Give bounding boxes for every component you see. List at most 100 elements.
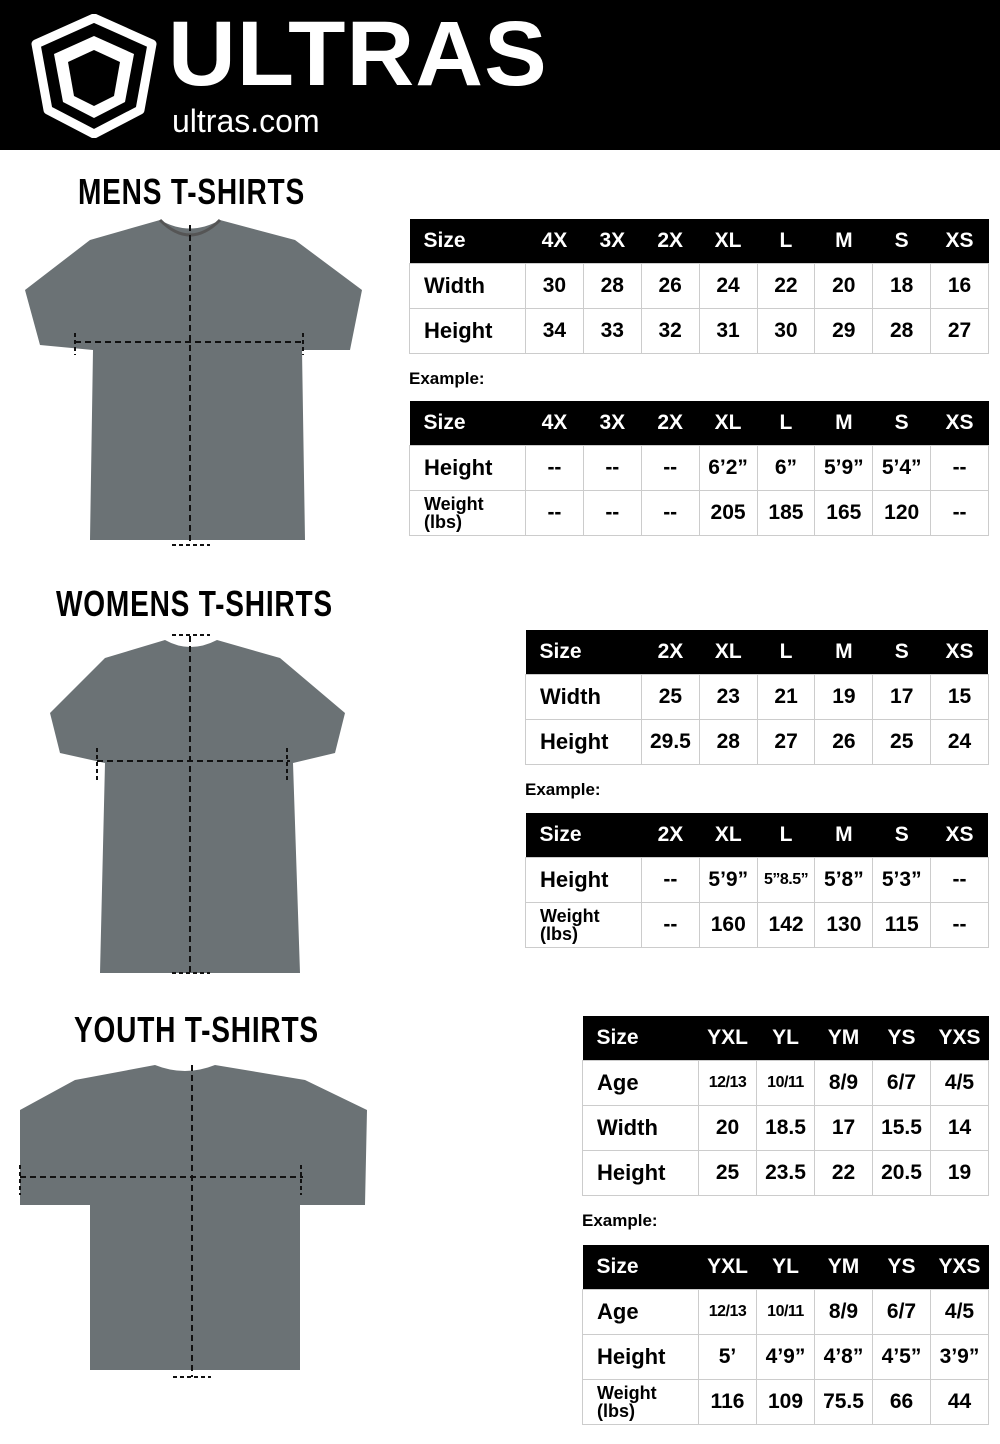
size-header: YXL — [698, 1245, 757, 1289]
womens-example-label: Example: — [525, 780, 601, 799]
table-cell: 5’8” — [814, 856, 874, 903]
table-row: Weight (lbs) -- -- -- 205 185 165 120 -- — [409, 489, 989, 536]
table-cell: -- — [641, 856, 700, 903]
table-cell: 23.5 — [756, 1149, 815, 1196]
table-cell: -- — [582, 444, 642, 491]
size-header: XL — [699, 630, 758, 674]
table-cell: 10/11 — [756, 1288, 815, 1335]
size-header: L — [757, 630, 815, 674]
table-cell: 24 — [698, 262, 758, 309]
table-cell: 130 — [814, 901, 874, 948]
table-cell: 28 — [582, 262, 642, 309]
table-cell: 5”8.5” — [756, 856, 816, 903]
table-cell: 5’3” — [872, 856, 932, 903]
size-header: 2X — [641, 813, 700, 857]
table-cell: 31 — [698, 307, 758, 354]
table-cell: 20.5 — [872, 1149, 931, 1196]
table-cell: 66 — [872, 1378, 931, 1425]
mens-example-label: Example: — [409, 369, 485, 388]
mens-shirt-image — [25, 218, 362, 546]
header-label: Size — [582, 1245, 699, 1289]
size-header: 2X — [641, 401, 700, 445]
row-label: Height — [409, 307, 526, 354]
table-cell: 25 — [641, 673, 700, 720]
size-header: 4X — [525, 401, 584, 445]
header-label: Size — [525, 630, 642, 674]
table-cell: -- — [582, 489, 642, 536]
row-label: Height — [582, 1333, 699, 1380]
table-row: Age 12/13 10/11 8/9 6/7 4/5 — [582, 1059, 989, 1106]
youth-size-table: Size YXL YL YM YS YXS Age 12/13 10/11 8/9 6/7 4/5 Wi… — [582, 1016, 989, 1196]
table-cell: 29 — [814, 307, 874, 354]
size-header: L — [757, 401, 815, 445]
size-header: XS — [930, 219, 989, 263]
table-cell: 23 — [698, 673, 758, 720]
youth-example-label: Example: — [582, 1211, 658, 1230]
table-cell: 16 — [930, 262, 989, 309]
header-label: Size — [409, 219, 526, 263]
table-cell: 120 — [872, 489, 932, 536]
table-cell: 3’9” — [930, 1333, 989, 1380]
table-cell: -- — [930, 444, 989, 491]
table-cell: 115 — [872, 901, 932, 948]
table-cell: 6’2” — [698, 444, 758, 491]
womens-size-table: Size 2X XL L M S XS Width 25 23 21 19 17 15 Height 29.5… — [525, 630, 989, 765]
table-cell: -- — [641, 901, 700, 948]
table-cell: 18 — [872, 262, 932, 309]
brand-header: ULTRAS ultras.com — [0, 0, 1000, 150]
table-cell: 26 — [814, 718, 874, 765]
table-row: Width 30 28 26 24 22 20 18 16 — [409, 262, 989, 309]
ultras-shield-logo — [31, 14, 157, 138]
table-row: Height 5’ 4’9” 4’8” 4’5” 3’9” — [582, 1333, 989, 1380]
table-cell: -- — [930, 901, 989, 948]
table-cell: -- — [525, 489, 584, 536]
table-cell: 109 — [756, 1378, 815, 1425]
table-cell: 25 — [698, 1149, 757, 1196]
table-cell: 30 — [756, 307, 816, 354]
table-cell: -- — [525, 444, 584, 491]
table-cell: 24 — [930, 718, 989, 765]
size-header: S — [872, 813, 931, 857]
row-label: Height — [582, 1149, 699, 1196]
size-header: 3X — [583, 219, 642, 263]
table-header-row: Size 4X 3X 2X XL L M S XS — [409, 219, 989, 263]
table-cell: 15.5 — [872, 1104, 931, 1151]
table-row: Height 25 23.5 22 20.5 19 — [582, 1149, 989, 1196]
table-cell: 18.5 — [756, 1104, 815, 1151]
womens-example-table: Size 2X XL L M S XS Height -- 5’9” 5”8.5” 5’8” 5’3” -… — [525, 813, 989, 948]
row-label: Weight (lbs) — [525, 901, 642, 948]
header-label: Size — [525, 813, 642, 857]
youth-example-table: Size YXL YL YM YS YXS Age 12/13 10/11 8/9 6/7 4/5 He… — [582, 1245, 989, 1425]
row-label: Age — [582, 1059, 699, 1106]
womens-shirt-image — [50, 634, 345, 974]
mens-size-table: Size 4X 3X 2X XL L M S XS Width 30 28 26 24 22 20 18 16 He… — [409, 219, 989, 354]
size-header: YXS — [930, 1245, 989, 1289]
table-row: Height 34 33 32 31 30 29 28 27 — [409, 307, 989, 354]
table-row: Height -- 5’9” 5”8.5” 5’8” 5’3” -- — [525, 856, 989, 903]
size-header: M — [814, 630, 873, 674]
table-cell: 22 — [756, 262, 816, 309]
row-label: Width — [525, 673, 642, 720]
table-cell: 185 — [756, 489, 816, 536]
size-header: S — [872, 401, 931, 445]
brand-name: ULTRAS — [168, 3, 548, 105]
table-cell: 21 — [756, 673, 816, 720]
size-header: 2X — [641, 219, 700, 263]
table-row: Age 12/13 10/11 8/9 6/7 4/5 — [582, 1288, 989, 1335]
table-row: Width 25 23 21 19 17 15 — [525, 673, 989, 720]
header-label: Size — [582, 1016, 699, 1060]
youth-shirt-image — [19, 1065, 367, 1378]
table-cell: 26 — [640, 262, 700, 309]
table-cell: 5’9” — [698, 856, 758, 903]
table-cell: 19 — [814, 673, 874, 720]
table-cell: 6/7 — [872, 1288, 931, 1335]
table-cell: 14 — [930, 1104, 989, 1151]
table-cell: 27 — [930, 307, 989, 354]
size-header: M — [814, 219, 873, 263]
size-header: YM — [814, 1016, 873, 1060]
table-cell: 6” — [756, 444, 816, 491]
table-cell: 160 — [698, 901, 758, 948]
size-header: YXS — [930, 1016, 989, 1060]
table-cell: 8/9 — [814, 1059, 873, 1106]
table-header-row: Size 2X XL L M S XS — [525, 630, 989, 674]
